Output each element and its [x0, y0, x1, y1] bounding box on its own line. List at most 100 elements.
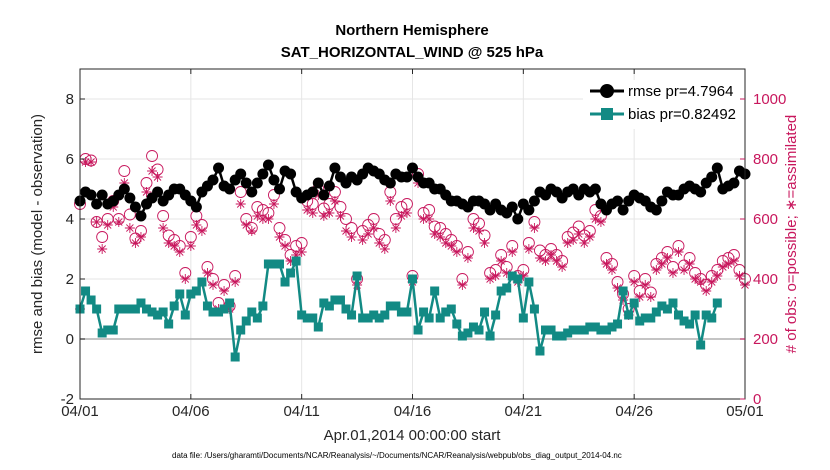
rmse-point	[285, 168, 297, 180]
bias-point	[507, 271, 517, 281]
obs-assimilated-point	[679, 265, 690, 275]
rmse-point	[312, 177, 324, 189]
obs-assimilated-point	[158, 223, 169, 233]
y-left-tick-label: 6	[66, 151, 74, 168]
obs-assimilated-point	[462, 253, 473, 263]
rmse-point	[85, 189, 97, 201]
obs-assimilated-point	[634, 292, 645, 302]
obs-possible-point	[157, 210, 170, 222]
data-file-footnote: data file: /Users/gharamti/Documents/NCA…	[172, 451, 622, 460]
bias-point	[380, 310, 390, 320]
bias-point	[291, 256, 301, 266]
rmse-series	[74, 159, 751, 225]
x-tick-label: 04/26	[615, 403, 653, 420]
bias-point	[313, 322, 323, 332]
bias-point	[214, 307, 224, 317]
x-tick-label: 04/21	[505, 403, 543, 420]
rmse-point	[711, 162, 723, 174]
obs-assimilated-point	[684, 259, 695, 269]
bias-point	[607, 322, 617, 332]
obs-assimilated-point	[640, 280, 651, 290]
obs-assimilated-point	[169, 241, 180, 251]
obs-assimilated-point	[629, 277, 640, 287]
obs-assimilated-point	[645, 292, 656, 302]
obs-assimilated-point	[717, 262, 728, 272]
obs-assimilated-point	[435, 232, 446, 242]
bias-point	[529, 304, 539, 314]
bias-point	[618, 286, 628, 296]
obs-assimilated-point	[551, 256, 562, 266]
obs-assimilated-point	[252, 211, 263, 221]
rmse-point	[407, 162, 418, 174]
obs-assimilated-point	[695, 277, 706, 287]
obs-assimilated-point	[540, 256, 551, 266]
rmse-point	[401, 171, 413, 183]
bias-point	[352, 271, 362, 281]
obs-assimilated-point	[274, 232, 285, 242]
obs-assimilated-point	[485, 274, 496, 284]
obs-assimilated-point	[202, 268, 213, 278]
obs-assimilated-point	[534, 253, 545, 263]
rmse-point	[207, 174, 219, 186]
bias-point	[413, 325, 423, 335]
obs-assimilated-point	[174, 247, 185, 257]
bias-point	[657, 301, 667, 311]
obs-possible-point	[118, 165, 131, 177]
bias-point	[579, 325, 589, 335]
rmse-point	[706, 171, 718, 183]
bias-point	[552, 331, 562, 341]
legend-bias-marker	[601, 108, 613, 120]
bias-point	[435, 313, 445, 323]
bias-point	[81, 286, 91, 296]
bias-point	[125, 304, 135, 314]
bias-point	[341, 304, 351, 314]
bias-point	[535, 346, 545, 356]
bias-point	[252, 313, 262, 323]
chart-title-line1: Northern Hemisphere	[335, 22, 488, 39]
bias-point	[236, 325, 246, 335]
x-axis-label: Apr.01,2014 00:00:00 start	[324, 427, 502, 444]
obs-assimilated-point	[113, 217, 124, 227]
bias-point	[496, 286, 506, 296]
obs-assimilated-point	[230, 277, 241, 287]
y-right-tick-label: 800	[753, 151, 778, 168]
bias-point	[114, 304, 124, 314]
obs-assimilated-point	[268, 199, 279, 209]
bias-point	[518, 313, 528, 323]
obs-assimilated-point	[573, 229, 584, 239]
bias-point	[474, 325, 484, 335]
bias-point	[119, 304, 129, 314]
bias-point	[92, 304, 102, 314]
obs-assimilated-point	[163, 238, 174, 248]
obs-possible-point	[90, 216, 103, 228]
bias-point	[280, 277, 290, 287]
bias-point	[685, 319, 695, 329]
obs-assimilated-point	[418, 214, 429, 224]
rmse-point	[329, 162, 341, 174]
obs-assimilated-point	[346, 232, 357, 242]
rmse-point	[96, 189, 108, 201]
obs-assimilated-point	[80, 157, 91, 167]
obs-assimilated-point	[307, 208, 318, 218]
obs-assimilated-point	[335, 211, 346, 221]
bias-point	[247, 307, 257, 317]
bias-point	[97, 328, 107, 338]
obs-assimilated-point	[401, 208, 412, 218]
bias-point	[424, 313, 434, 323]
bias-point	[180, 310, 190, 320]
bias-point	[396, 307, 406, 317]
obs-assimilated-point	[235, 199, 246, 209]
obs-assimilated-point	[424, 214, 435, 224]
obs-assimilated-point	[590, 214, 601, 224]
rmse-point	[246, 186, 258, 198]
bias-point	[197, 277, 207, 287]
bias-point	[574, 325, 584, 335]
rmse-point	[251, 177, 263, 189]
bias-point	[202, 301, 212, 311]
rmse-point	[528, 195, 540, 207]
obs-possible-point	[234, 186, 247, 198]
bias-point	[225, 298, 235, 308]
obs-assimilated-point	[152, 172, 163, 182]
rmse-point	[612, 195, 624, 207]
obs-assimilated-point	[568, 235, 579, 245]
